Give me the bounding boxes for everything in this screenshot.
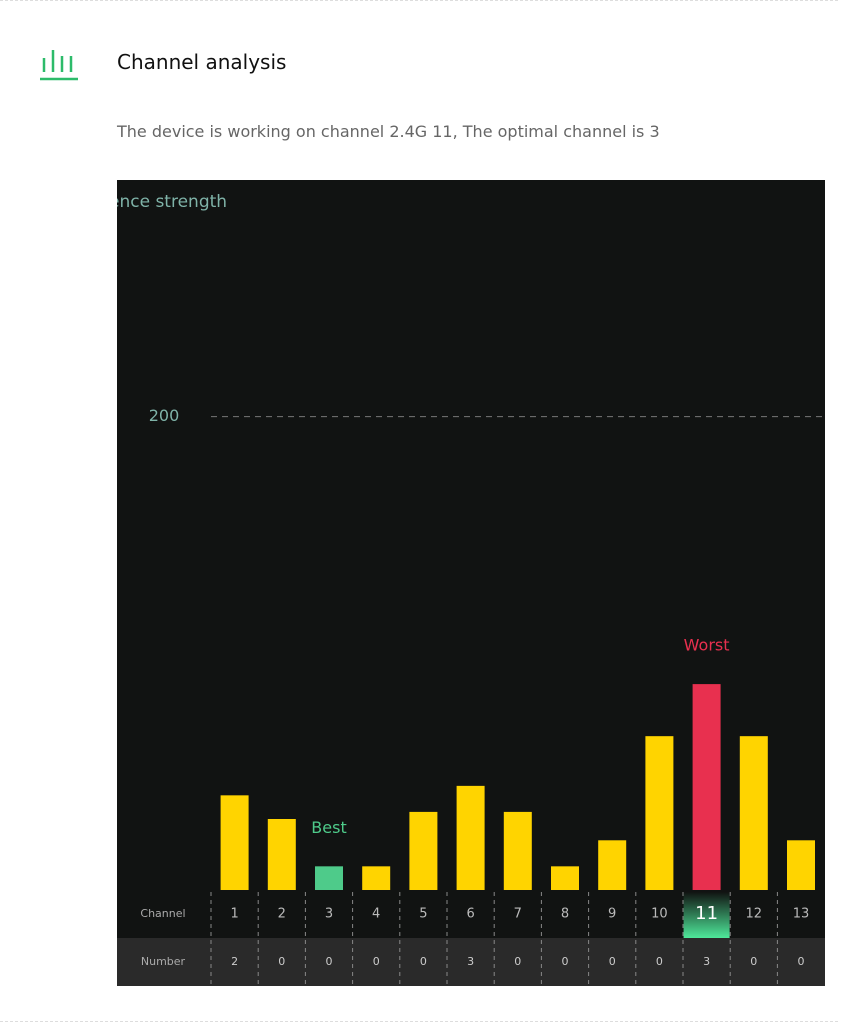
count-label: 0 [373,955,380,968]
count-label: 0 [562,955,569,968]
count-label: 0 [278,955,285,968]
section-subtitle: The device is working on channel 2.4G 11… [117,122,660,141]
top-rule [0,0,838,1]
count-label: 0 [656,955,663,968]
bar [362,866,391,890]
y-axis-label: ence strength [117,192,227,212]
bar [692,684,721,890]
x-tick-label: 9 [608,907,616,922]
x-tick-label: 5 [419,907,427,922]
count-label: 0 [609,955,616,968]
x-tick-label: 8 [561,907,569,922]
x-tick-label: 3 [325,907,333,922]
bar [456,785,485,890]
count-label: 0 [750,955,757,968]
bar [315,866,343,890]
x-tick-label: 4 [372,907,380,922]
count-label: 3 [467,955,474,968]
count-label: 0 [420,955,427,968]
count-label: 0 [798,955,805,968]
bar [551,866,579,890]
bar [645,736,674,890]
row-label: Channel [140,907,185,920]
chart-icon [40,50,78,81]
annotation: Worst [684,636,730,655]
count-label: 3 [703,955,710,968]
count-label: 2 [231,955,238,968]
x-tick-label: 12 [746,907,763,922]
bar [220,795,249,890]
x-tick-label: 11 [695,903,718,924]
annotation: Best [311,818,346,837]
bottom-rule [0,1021,838,1022]
x-tick-label: 2 [278,907,286,922]
bar [409,811,438,890]
bar [503,811,532,890]
count-label: 0 [514,955,521,968]
row-label: Number [141,955,186,968]
bar [739,736,768,890]
bar [598,840,627,890]
section-title: Channel analysis [117,50,287,74]
x-tick-label: 1 [230,907,238,922]
x-tick-label: 6 [466,907,474,922]
bar [787,840,815,890]
channel-chart: ence strength Channel Number 20012203040… [117,180,825,986]
number-row-background [117,938,825,986]
bar [267,819,296,890]
x-tick-label: 10 [651,907,668,922]
current-channel-highlight [683,892,730,938]
x-tick-label: 7 [514,907,522,922]
x-tick-label: 13 [793,907,810,922]
y-tick-label: 200 [149,406,180,425]
count-label: 0 [326,955,333,968]
